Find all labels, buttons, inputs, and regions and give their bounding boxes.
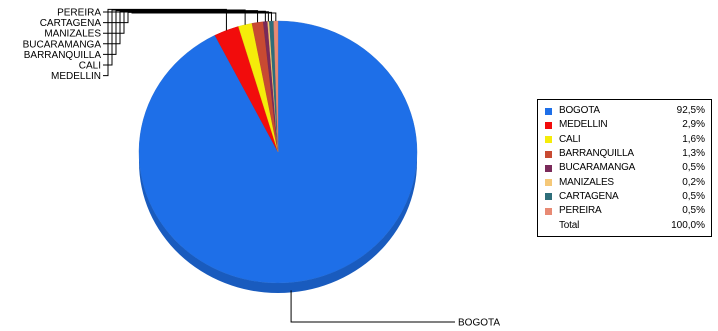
legend-swatch-manizales: [545, 179, 552, 187]
legend-swatch-cartagena: [545, 193, 552, 201]
leader-line-cali: [103, 9, 246, 66]
legend-label: BUCARAMANGA: [559, 162, 636, 174]
legend-entry: MEDELLIN 2,9%: [545, 118, 705, 132]
leader-line-manizales: [103, 11, 269, 34]
legend-total-row: Total 100,0%: [545, 218, 705, 232]
legend-value: 0,5%: [682, 162, 705, 174]
legend-entry: BARRANQUILLA 1,3%: [545, 147, 705, 161]
legend-entry: BUCARAMANGA 0,5%: [545, 161, 705, 175]
pie-label-bucaramanga: BUCARAMANGA: [23, 39, 102, 50]
legend-swatch-barranquilla: [545, 150, 552, 158]
legend-entry: CALI 1,6%: [545, 133, 705, 147]
leader-line-medellin: [103, 8, 227, 77]
pie-label-pereira: PEREIRA: [57, 8, 101, 19]
legend-value: 92,5%: [676, 105, 705, 117]
pie-label-medellin: MEDELLIN: [51, 71, 101, 82]
legend-label: BOGOTA: [559, 105, 600, 117]
legend-value: 0,5%: [682, 205, 705, 217]
legend-value: 1,6%: [682, 133, 705, 145]
leader-line-bogota: [290, 290, 455, 323]
legend-swatch-empty: [545, 222, 552, 229]
pie-label-cali: CALI: [79, 61, 101, 72]
legend-entry: MANIZALES 0,2%: [545, 175, 705, 189]
pie-label-bogota: BOGOTA: [458, 318, 500, 329]
pie-label-manizales: MANIZALES: [44, 29, 101, 40]
leader-line-pereira: [103, 11, 277, 22]
legend-swatch-cali: [545, 136, 552, 144]
legend-total-label: Total: [559, 219, 580, 231]
legend-swatch-medellin: [545, 121, 552, 129]
legend-value: 0,2%: [682, 176, 705, 188]
pie-labels: PEREIRACARTAGENAMANIZALESBUCARAMANGABARR…: [23, 8, 501, 329]
legend-label: CALI: [559, 133, 581, 145]
legend-label: MANIZALES: [559, 176, 614, 188]
legend-swatch-pereira: [545, 207, 552, 215]
legend-total-value: 100,0%: [671, 219, 705, 231]
chart-legend: BOGOTA 92,5% MEDELLIN 2,9% CALI 1,6% BAR…: [537, 99, 712, 237]
legend-label: PEREIRA: [559, 205, 602, 217]
legend-label: BARRANQUILLA: [559, 148, 634, 160]
pie-label-barranquilla: BARRANQUILLA: [24, 50, 102, 61]
legend-swatch-bogota: [545, 107, 552, 115]
leader-lines: [103, 8, 455, 323]
pie-label-cartagena: CARTAGENA: [40, 18, 102, 29]
legend-swatch-bucaramanga: [545, 164, 552, 172]
leader-line-bucaramanga: [103, 10, 266, 45]
legend-label: CARTAGENA: [559, 190, 619, 202]
leader-line-cartagena: [103, 11, 272, 24]
pie-slices: [138, 20, 418, 284]
legend-entry: PEREIRA 0,5%: [545, 204, 705, 218]
legend-value: 1,3%: [682, 148, 705, 160]
legend-entry: BOGOTA 92,5%: [545, 104, 705, 118]
legend-label: MEDELLIN: [559, 119, 608, 131]
legend-value: 2,9%: [682, 119, 705, 131]
legend-value: 0,5%: [682, 190, 705, 202]
legend-entry: CARTAGENA 0,5%: [545, 190, 705, 204]
